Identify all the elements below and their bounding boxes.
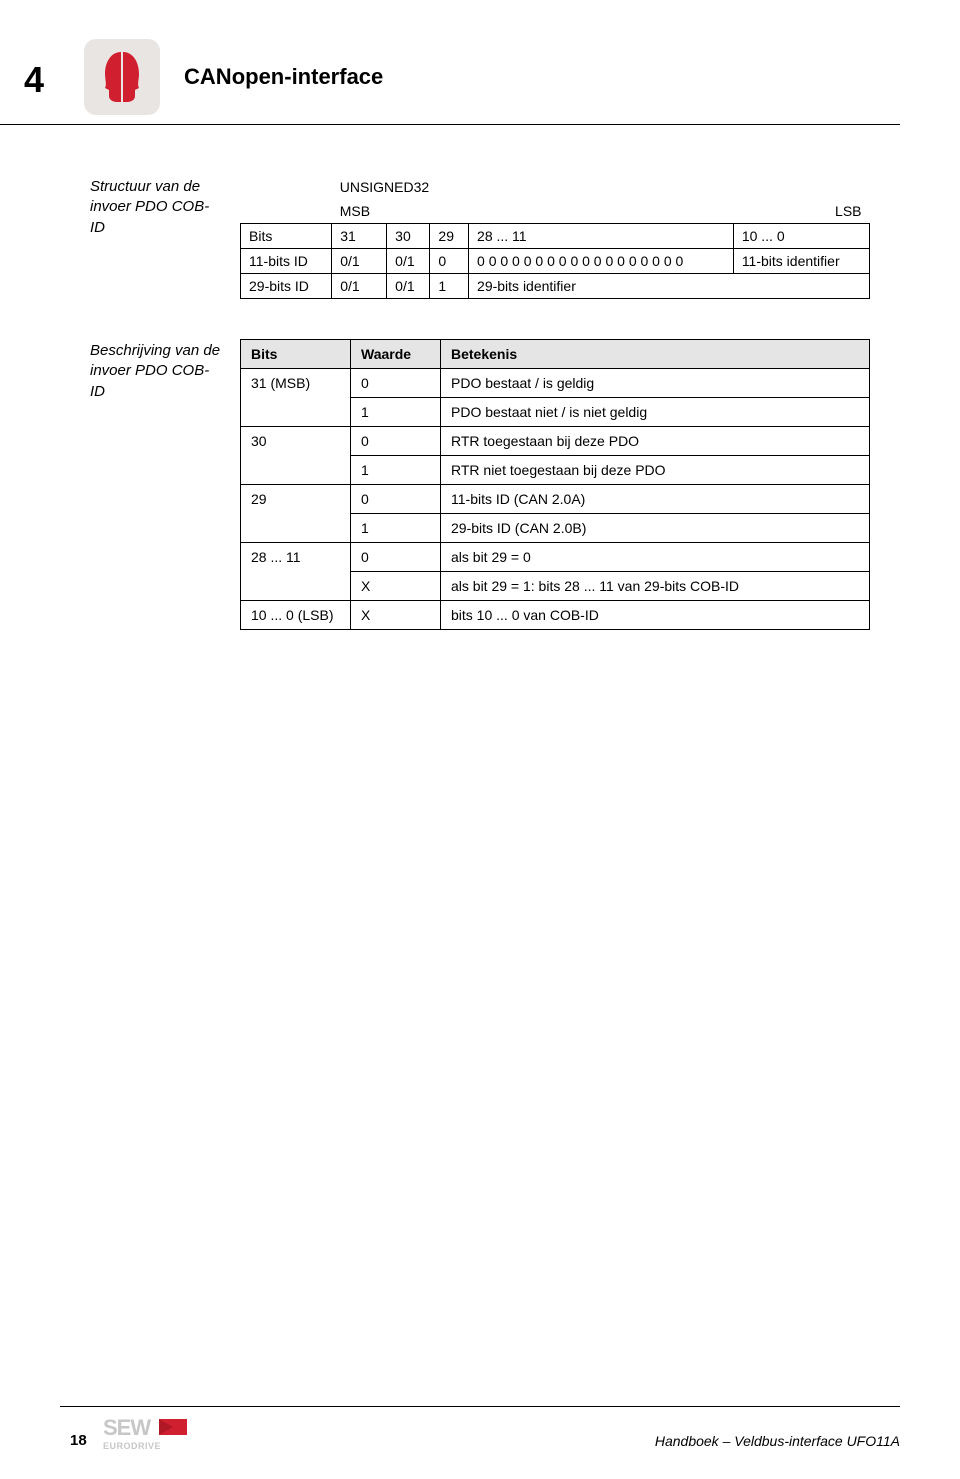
t2-r6-bet: als bit 29 = 0 <box>441 543 870 572</box>
side-label-structuur: Structuur van de invoer PDO COB-ID <box>90 175 240 299</box>
t2-r7-bet: als bit 29 = 1: bits 28 ... 11 van 29-bi… <box>441 572 870 601</box>
t1-r29-c45: 29-bits identifier <box>469 274 870 299</box>
t2-r2-waarde: 0 <box>351 427 441 456</box>
t1-29bits-label: 29-bits ID <box>241 274 332 299</box>
t1-r11-c2: 0/1 <box>387 249 430 274</box>
t2-r0-waarde: 0 <box>351 369 441 398</box>
t1-r29-c1: 0/1 <box>332 274 387 299</box>
t1-bits-10-0: 10 ... 0 <box>733 224 869 249</box>
t1-r29-c2: 0/1 <box>387 274 430 299</box>
t1-bits-label: Bits <box>241 224 332 249</box>
t2-r4-bet: 11-bits ID (CAN 2.0A) <box>441 485 870 514</box>
chapter-number: 4 <box>24 59 44 101</box>
t1-r11-c5: 11-bits identifier <box>733 249 869 274</box>
t2-r4-bits: 29 <box>241 485 351 543</box>
table-row: 28 ... 11 0 als bit 29 = 0 <box>241 543 870 572</box>
t1-r11-c4: 0 0 0 0 0 0 0 0 0 0 0 0 0 0 0 0 0 0 <box>469 249 734 274</box>
t2-r1-waarde: 1 <box>351 398 441 427</box>
table-row: 10 ... 0 (LSB) X bits 10 ... 0 van COB-I… <box>241 601 870 630</box>
t1-r11-c3: 0 <box>430 249 469 274</box>
page-number: 18 <box>70 1432 87 1449</box>
section-structuur: Structuur van de invoer PDO COB-ID UNSIG… <box>90 175 870 299</box>
t2-r8-bet: bits 10 ... 0 van COB-ID <box>441 601 870 630</box>
t2-r8-bits: 10 ... 0 (LSB) <box>241 601 351 630</box>
t1-11bits-label: 11-bits ID <box>241 249 332 274</box>
table-beschrijving: Bits Waarde Betekenis 31 (MSB) 0 PDO bes… <box>240 339 870 630</box>
t2-r5-waarde: 1 <box>351 514 441 543</box>
t1-lsb: LSB <box>733 199 869 224</box>
t2-r6-bits: 28 ... 11 <box>241 543 351 601</box>
t2-r7-waarde: X <box>351 572 441 601</box>
table-row: 31 (MSB) 0 PDO bestaat / is geldig <box>241 369 870 398</box>
page-header: 4 CANopen-interface <box>0 0 900 125</box>
t1-msb: MSB <box>332 199 387 224</box>
faces-icon <box>84 39 160 115</box>
t2-r3-bet: RTR niet toegestaan bij deze PDO <box>441 456 870 485</box>
t2-r1-bet: PDO bestaat niet / is niet geldig <box>441 398 870 427</box>
t2-r6-waarde: 0 <box>351 543 441 572</box>
table-structuur: UNSIGNED32 MSB LSB Bits 31 30 29 28 ... … <box>240 175 870 299</box>
svg-text:EURODRIVE: EURODRIVE <box>103 1441 161 1451</box>
page-footer: 18 SEW EURODRIVE Handboek – Veldbus-inte… <box>0 1405 960 1453</box>
t1-bits-30: 30 <box>387 224 430 249</box>
svg-text:SEW: SEW <box>103 1415 151 1440</box>
t1-bits-28-11: 28 ... 11 <box>469 224 734 249</box>
sew-logo: SEW EURODRIVE <box>103 1415 191 1453</box>
footer-right-text: Handboek – Veldbus-interface UFO11A <box>655 1433 900 1449</box>
t1-r11-c1: 0/1 <box>332 249 387 274</box>
t1-bits-31: 31 <box>332 224 387 249</box>
content-area: Structuur van de invoer PDO COB-ID UNSIG… <box>0 125 960 630</box>
t2-r8-waarde: X <box>351 601 441 630</box>
t2-r4-waarde: 0 <box>351 485 441 514</box>
table-row: 30 0 RTR toegestaan bij deze PDO <box>241 427 870 456</box>
t2-r3-waarde: 1 <box>351 456 441 485</box>
t1-bits-29: 29 <box>430 224 469 249</box>
t1-r29-c3: 1 <box>430 274 469 299</box>
t2-r5-bet: 29-bits ID (CAN 2.0B) <box>441 514 870 543</box>
t2-th-bits: Bits <box>241 340 351 369</box>
t2-th-waarde: Waarde <box>351 340 441 369</box>
t2-r2-bits: 30 <box>241 427 351 485</box>
t2-r0-bet: PDO bestaat / is geldig <box>441 369 870 398</box>
section-beschrijving: Beschrijving van de invoer PDO COB-ID Bi… <box>90 339 870 630</box>
t2-r2-bet: RTR toegestaan bij deze PDO <box>441 427 870 456</box>
table-row: 29 0 11-bits ID (CAN 2.0A) <box>241 485 870 514</box>
t2-r0-bits: 31 (MSB) <box>241 369 351 427</box>
t2-th-betekenis: Betekenis <box>441 340 870 369</box>
page-title: CANopen-interface <box>184 64 383 90</box>
side-label-beschrijving: Beschrijving van de invoer PDO COB-ID <box>90 339 240 630</box>
t1-unsigned32: UNSIGNED32 <box>332 175 870 199</box>
